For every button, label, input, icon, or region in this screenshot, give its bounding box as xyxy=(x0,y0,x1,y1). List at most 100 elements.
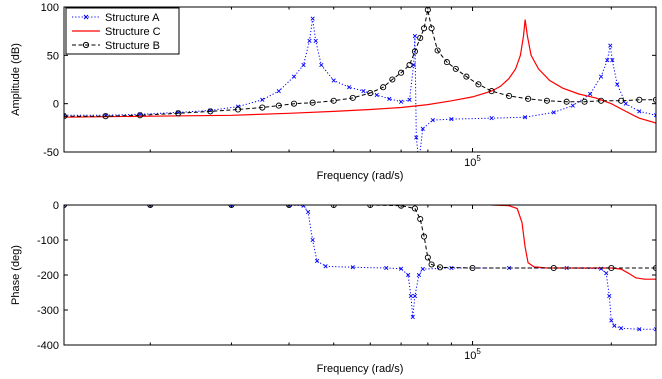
x-axis-label: Frequency (rad/s) xyxy=(317,363,404,375)
series-line xyxy=(64,205,656,269)
data-point xyxy=(443,59,450,66)
data-point xyxy=(310,237,315,243)
data-point xyxy=(408,293,413,299)
y-tick-label: -50 xyxy=(43,147,59,159)
data-point xyxy=(637,109,642,114)
data-point xyxy=(652,96,656,103)
data-point xyxy=(367,89,374,97)
data-point xyxy=(367,205,374,209)
data-point xyxy=(406,272,411,278)
data-point xyxy=(421,233,428,240)
data-point xyxy=(330,205,337,209)
y-tick-label: 0 xyxy=(53,99,59,111)
series-structure-a xyxy=(64,16,656,152)
plot-frame xyxy=(63,204,657,346)
data-point xyxy=(607,293,612,299)
phase-panel: -400 -300 -200 -100 0 105 Frequency (rad/s) Pha… xyxy=(10,200,657,375)
data-point xyxy=(608,264,615,272)
data-point xyxy=(398,99,404,104)
data-point xyxy=(598,74,604,79)
data-point xyxy=(331,78,336,83)
data-point xyxy=(290,100,298,107)
data-point xyxy=(291,74,297,79)
data-point xyxy=(563,98,570,105)
y-tick-label: -100 xyxy=(37,235,59,247)
data-point xyxy=(597,97,605,104)
data-point xyxy=(417,34,424,41)
legend-label: Structure C xyxy=(105,26,161,38)
data-point xyxy=(301,62,306,68)
data-point xyxy=(347,85,352,90)
data-point xyxy=(414,135,419,140)
data-point xyxy=(406,61,413,69)
data-point xyxy=(64,205,67,208)
data-point xyxy=(313,38,318,43)
data-point xyxy=(330,97,337,104)
legend-marker xyxy=(83,14,89,20)
data-point xyxy=(407,97,412,102)
series-line xyxy=(64,9,656,117)
data-point xyxy=(604,271,609,276)
data-point xyxy=(148,205,153,208)
y-tick-label: -200 xyxy=(37,270,59,282)
plot-frame xyxy=(63,6,657,153)
data-point xyxy=(207,108,214,115)
data-point xyxy=(234,106,242,113)
data-point xyxy=(411,62,416,68)
y-axis-label: Phase (deg) xyxy=(10,245,22,305)
legend-label: Structure A xyxy=(105,12,160,24)
data-point xyxy=(412,293,418,299)
data-point xyxy=(147,205,154,209)
data-point xyxy=(380,84,387,91)
x-axis-label: Frequency (rad/s) xyxy=(317,170,404,182)
data-point xyxy=(570,103,575,108)
y-tick-label: -300 xyxy=(37,305,59,317)
data-point xyxy=(543,97,550,104)
data-point xyxy=(136,112,144,119)
data-point xyxy=(623,101,628,106)
data-point xyxy=(428,25,435,32)
data-point xyxy=(436,264,444,271)
data-point xyxy=(653,113,656,118)
data-point xyxy=(428,261,435,268)
data-point xyxy=(374,92,379,98)
data-point xyxy=(463,73,470,80)
data-point xyxy=(410,314,415,320)
data-point xyxy=(420,126,425,131)
data-point xyxy=(384,265,389,271)
series-structure-c xyxy=(491,205,656,280)
data-point xyxy=(260,97,265,102)
data-point xyxy=(323,264,328,269)
data-point xyxy=(387,96,392,101)
data-point xyxy=(525,95,532,102)
data-point xyxy=(310,16,315,21)
data-point xyxy=(420,266,425,272)
series-structure-a xyxy=(64,205,656,332)
data-point xyxy=(612,323,617,328)
y-tick-label: 0 xyxy=(53,200,59,212)
data-point xyxy=(618,97,625,104)
x-tick-label: 105 xyxy=(464,347,481,362)
data-point xyxy=(522,115,528,120)
data-point xyxy=(430,117,435,123)
data-point xyxy=(416,272,422,278)
y-tick-label: -400 xyxy=(37,340,59,352)
data-point xyxy=(588,91,593,97)
y-tick-label: 100 xyxy=(41,2,59,14)
data-point xyxy=(229,205,234,208)
data-point xyxy=(609,318,614,323)
data-point xyxy=(349,94,356,101)
y-axis-label: Amplitude (dB) xyxy=(10,43,22,116)
amplitude-panel: -50 0 50 100 105 Frequency (rad/s) Amplitude (… xyxy=(10,2,657,182)
data-point xyxy=(615,82,620,87)
data-point xyxy=(306,209,311,215)
x-tick-label: 105 xyxy=(464,154,481,169)
data-point xyxy=(286,205,293,209)
data-point xyxy=(259,104,266,111)
data-point xyxy=(653,327,656,332)
series-structure-b xyxy=(64,205,656,272)
data-point xyxy=(637,327,642,332)
data-point xyxy=(314,258,320,264)
data-point xyxy=(488,88,495,95)
